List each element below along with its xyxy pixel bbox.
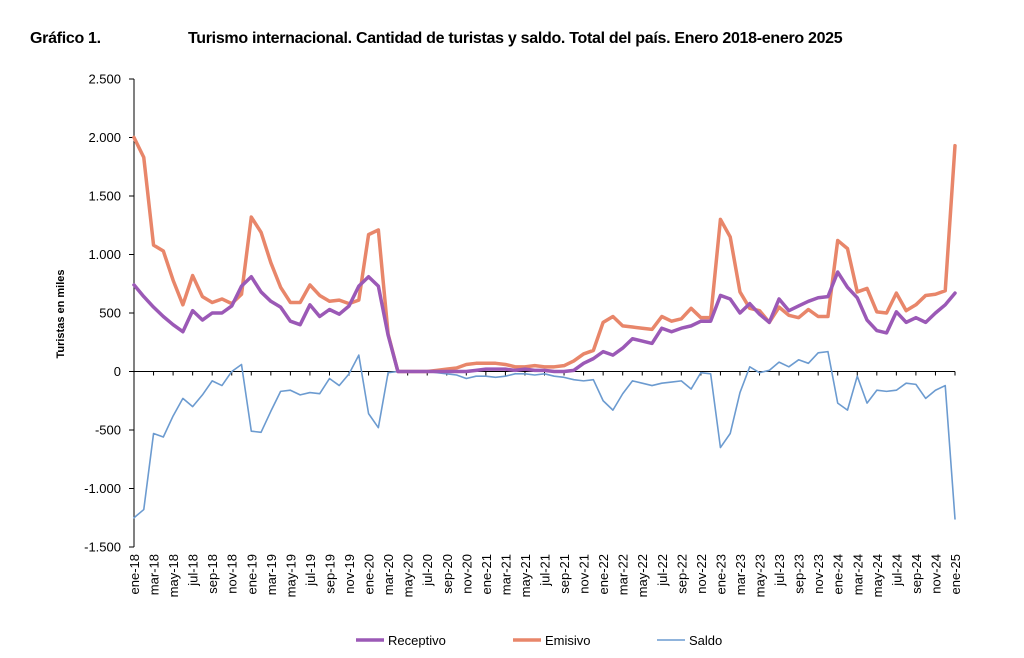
x-tick-label: jul-22 xyxy=(655,554,670,587)
x-tick-label: mar-22 xyxy=(616,554,631,595)
x-tick-label: ene-20 xyxy=(362,554,377,594)
series-line-saldo xyxy=(133,350,956,520)
x-tick-label: sep-23 xyxy=(792,554,807,594)
legend-label-saldo: Saldo xyxy=(689,633,722,648)
series-line-receptivo xyxy=(132,270,957,374)
legend-label-receptivo: Receptivo xyxy=(388,633,446,648)
x-tick-label: jul-19 xyxy=(303,554,318,587)
x-tick-label: mar-18 xyxy=(147,554,162,595)
x-axis: ene-18 mar-18 may-18 jul-18 sep-18 nov-18 ene-… xyxy=(127,371,963,597)
x-tick-label: sep-19 xyxy=(322,554,337,594)
x-tick-label: mar-23 xyxy=(733,554,748,595)
legend: Receptivo Emisivo Saldo xyxy=(356,633,722,648)
x-tick-label: ene-23 xyxy=(713,554,728,594)
y-tick-label: -500 xyxy=(95,423,121,438)
x-tick-label: may-22 xyxy=(635,554,650,597)
x-tick-label: may-19 xyxy=(283,554,298,597)
y-tick-label: -1.000 xyxy=(84,481,121,496)
y-tick-label: 2.500 xyxy=(88,72,121,87)
x-tick-label: mar-24 xyxy=(850,554,865,595)
x-tick-label: sep-24 xyxy=(909,554,924,594)
x-tick-label: mar-19 xyxy=(264,554,279,595)
x-tick-label: nov-18 xyxy=(225,554,240,594)
x-tick-label: jul-18 xyxy=(186,554,201,587)
x-tick-label: nov-19 xyxy=(342,554,357,594)
x-tick-label: jul-21 xyxy=(538,554,553,587)
legend-label-emisivo: Emisivo xyxy=(545,633,591,648)
figure-label: Gráfico 1. xyxy=(30,30,101,47)
y-axis-label: Turistas en miles xyxy=(55,269,67,358)
x-tick-label: mar-20 xyxy=(381,554,396,595)
x-tick-label: jul-20 xyxy=(420,554,435,587)
x-tick-label: nov-22 xyxy=(694,554,709,594)
y-tick-label: 2.000 xyxy=(88,130,121,145)
y-tick-label: 1.500 xyxy=(88,189,121,204)
y-tick-label: -1.500 xyxy=(84,540,121,555)
x-tick-label: ene-24 xyxy=(831,554,846,594)
x-tick-label: may-20 xyxy=(401,554,416,597)
x-tick-label: may-23 xyxy=(753,554,768,597)
x-tick-label: mar-21 xyxy=(498,554,513,595)
chart-title: Turismo internacional. Cantidad de turis… xyxy=(188,30,843,47)
x-tick-label: may-18 xyxy=(166,554,181,597)
x-tick-label: ene-21 xyxy=(479,554,494,594)
x-tick-label: ene-22 xyxy=(596,554,611,594)
x-tick-label: may-24 xyxy=(870,554,885,597)
x-tick-label: ene-19 xyxy=(244,554,259,594)
series-line-emisivo xyxy=(132,135,957,374)
x-tick-label: jul-24 xyxy=(889,554,904,587)
x-tick-label: jul-23 xyxy=(772,554,787,587)
x-tick-label: nov-24 xyxy=(928,554,943,594)
y-axis: 2.500 2.000 1.500 1.000 500 0 -500 -1.000 -1.500 xyxy=(84,72,135,555)
x-tick-label: nov-21 xyxy=(577,554,592,594)
y-tick-label: 500 xyxy=(99,306,121,321)
y-tick-label: 0 xyxy=(114,364,121,379)
x-tick-label: may-21 xyxy=(518,554,533,597)
x-tick-label: ene-18 xyxy=(127,554,142,594)
x-tick-label: sep-21 xyxy=(557,554,572,594)
x-tick-label: ene-25 xyxy=(948,554,963,594)
x-tick-label: nov-23 xyxy=(811,554,826,594)
x-tick-label: nov-20 xyxy=(459,554,474,594)
x-tick-label: sep-18 xyxy=(205,554,220,594)
series-layer xyxy=(132,135,957,520)
x-tick-label: sep-20 xyxy=(440,554,455,594)
x-tick-label: sep-22 xyxy=(674,554,689,594)
y-tick-label: 1.000 xyxy=(88,247,121,262)
